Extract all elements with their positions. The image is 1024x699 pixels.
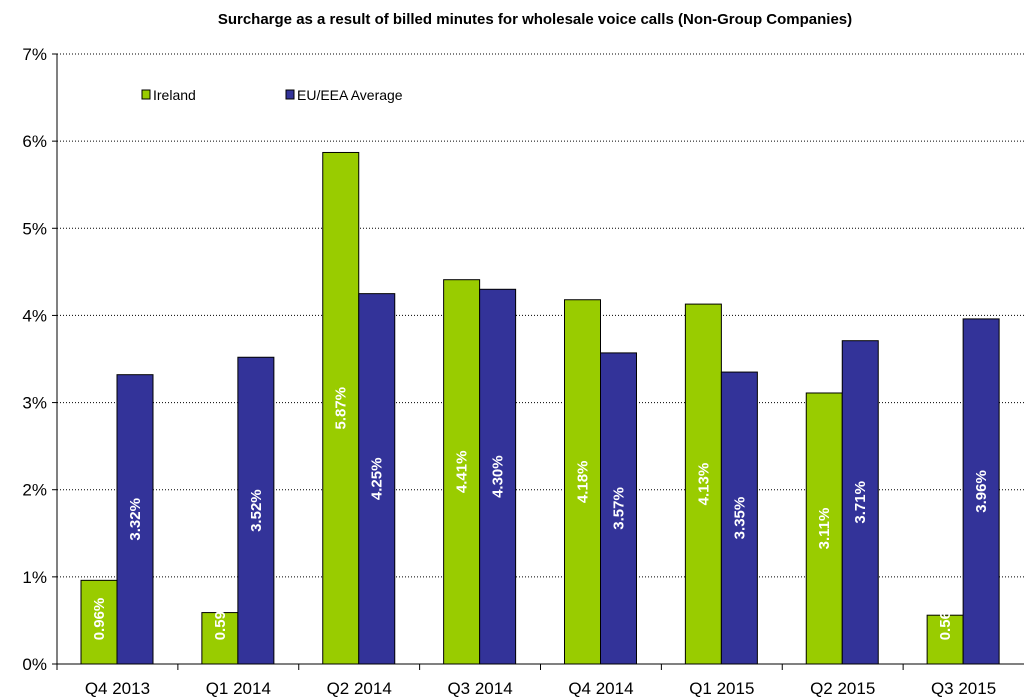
y-tick-label: 6% [22, 132, 47, 151]
x-tick-label: Q1 2014 [206, 679, 271, 698]
data-label: 5.87% [333, 387, 350, 430]
data-label: 0.96% [91, 598, 108, 641]
bar-ireland [322, 151, 360, 665]
y-tick-label: 2% [22, 481, 47, 500]
x-axis-ticks: Q4 2013 Q1 2014 Q2 2014 Q3 2014 Q4 2014 Q1 20… [56, 664, 996, 698]
data-label: 4.13% [695, 463, 712, 506]
data-label: 3.96% [973, 470, 990, 513]
x-tick-label: Q2 2015 [810, 679, 875, 698]
bar-eu-eea-average [600, 352, 637, 665]
legend-label: EU/EEA Average [297, 87, 403, 103]
x-tick-label: Q4 2013 [85, 679, 150, 698]
data-label: 3.71% [852, 481, 869, 524]
data-label: 4.30% [490, 455, 507, 498]
bar-ireland [564, 299, 601, 665]
data-label: 3.11% [816, 508, 833, 550]
chart-title: Surcharge as a result of billed minutes … [218, 11, 852, 28]
bar-eu-eea-average [116, 374, 154, 665]
data-label: 0.56% [937, 598, 954, 641]
bar-eu-eea-average [962, 318, 1000, 665]
axes [56, 54, 1024, 665]
data-label: 3.32% [127, 498, 144, 541]
y-tick-label: 5% [22, 219, 47, 238]
bar-ireland [443, 279, 481, 665]
y-axis-ticks: 0% 1% 2% 3% 4% 5% 6% 7% [22, 45, 57, 674]
data-label: 4.18% [575, 461, 592, 504]
x-tick-label: Q1 2015 [689, 679, 754, 698]
x-tick-label: Q2 2014 [327, 679, 392, 698]
gridlines [57, 53, 1024, 578]
data-label: 3.52% [248, 489, 265, 532]
data-label: 3.35% [731, 497, 748, 540]
bar-eu-eea-average [358, 293, 396, 665]
bar-ireland [684, 303, 722, 665]
data-label: 4.41% [454, 451, 471, 494]
bars [80, 151, 1000, 665]
bar-eu-eea-average [237, 356, 275, 665]
bar-eu-eea-average [841, 340, 879, 665]
y-tick-label: 1% [22, 568, 47, 587]
x-tick-label: Q3 2015 [931, 679, 996, 698]
legend-swatch [141, 89, 151, 100]
legend-swatch [285, 89, 295, 100]
data-label: 0.59% [212, 598, 229, 641]
y-tick-label: 4% [22, 306, 47, 325]
legend: Ireland EU/EEA Average [141, 87, 403, 103]
data-label: 3.57% [611, 487, 628, 530]
y-tick-label: 7% [22, 45, 47, 64]
data-label: 4.25% [369, 458, 386, 501]
bar-eu-eea-average [720, 371, 758, 665]
legend-label: Ireland [153, 87, 196, 103]
data-labels: 0.96% 3.32% 0.59% 3.52% 5.87% 4.25% 4.41% 4.30%… [91, 387, 990, 640]
x-tick-label: Q4 2014 [568, 679, 633, 698]
bar-ireland [805, 392, 843, 665]
x-tick-label: Q3 2014 [447, 679, 512, 698]
y-tick-label: 0% [22, 655, 47, 674]
y-tick-label: 3% [22, 394, 47, 413]
